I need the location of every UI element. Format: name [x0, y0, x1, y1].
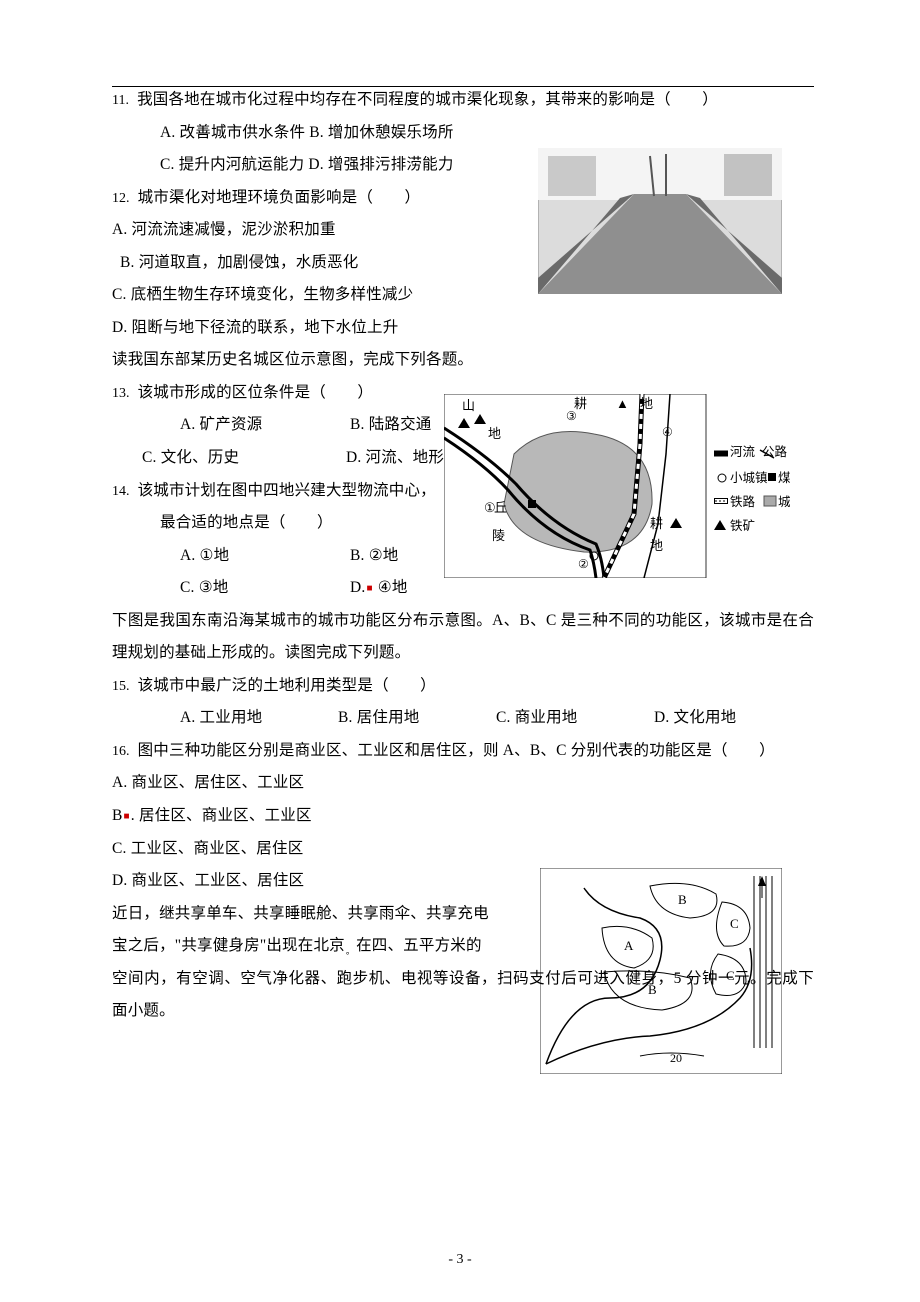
- q14-opt-a: A. ①地: [180, 540, 350, 573]
- q11-opts-ab: A. 改善城市供水条件 B. 增加休憩娱乐场所: [112, 117, 542, 150]
- q15-opts: A. 工业用地 B. 居住用地 C. 商业用地 D. 文化用地: [112, 702, 814, 735]
- intro17b-suffix: 在四、五平方米的: [356, 937, 482, 954]
- q13-stem-text: 该城市形成的区位条件是（ ）: [138, 384, 374, 401]
- q16-opt-d: D. 商业区、工业区、居住区: [112, 865, 814, 898]
- q16-stem-text: 图中三种功能区分别是商业区、工业区和居住区，则 A、B、C 分别代表的功能区是（…: [138, 742, 775, 759]
- q11-num: 11.: [112, 93, 129, 108]
- q11-stem: 11. 我国各地在城市化过程中均存在不同程度的城市渠化现象，其带来的影响是（ ）: [112, 84, 814, 117]
- q13-opt-a: A. 矿产资源: [180, 409, 350, 442]
- q12-opt-b: B. 河道取直，加剧侵蚀，水质恶化: [112, 247, 814, 280]
- q13-opt-c: C. 文化、历史: [142, 442, 346, 475]
- q14-stem: 14. 该城市计划在图中四地兴建大型物流中心，: [112, 475, 814, 508]
- dot-icon: ■: [366, 583, 372, 594]
- intro-17b: 宝之后，"共享健身房"出现在北京。在四、五平方米的: [112, 930, 544, 963]
- intro-17c: 空间内，有空调、空气净化器、跑步机、电视等设备，扫码支付后可进入健身，5 分钟一…: [112, 963, 814, 1028]
- q11-opt-b: B. 增加休憩娱乐场所: [309, 124, 453, 141]
- q14-opt-d: D.■ ④地: [350, 572, 408, 605]
- q13-opts-ab: A. 矿产资源 B. 陆路交通: [112, 409, 814, 442]
- intro-17a: 近日，继共享单车、共享睡眠舱、共享雨伞、共享充电: [112, 898, 544, 931]
- q11-opt-a: A. 改善城市供水条件: [160, 124, 305, 141]
- q14-stem2: 最合适的地点是（ ）: [112, 507, 814, 540]
- q11-opts-cd: C. 提升内河航运能力 D. 增强排污排涝能力: [112, 149, 542, 182]
- q16-opt-a: A. 商业区、居住区、工业区: [112, 767, 814, 800]
- q14-opt-b: B. ②地: [350, 540, 398, 573]
- q12-opt-a: A. 河流流速减慢，泥沙淤积加重: [112, 214, 814, 247]
- q16-opt-b: B■. 居住区、商业区、工业区: [112, 800, 814, 833]
- q14-opts-ab: A. ①地 B. ②地: [112, 540, 814, 573]
- q15-opt-a: A. 工业用地: [180, 702, 338, 735]
- intro-13: 读我国东部某历史名城区位示意图，完成下列各题。: [112, 344, 544, 377]
- q12-opt-d: D. 阻断与地下径流的联系，地下水位上升: [112, 312, 814, 345]
- q11-opt-d: D. 增强排污排涝能力: [308, 156, 453, 173]
- q13-opt-d: D. 河流、地形: [346, 442, 444, 475]
- q13-stem: 13. 该城市形成的区位条件是（ ）: [112, 377, 814, 410]
- q15-num: 15.: [112, 679, 130, 694]
- q14-opts-cd: C. ③地 D.■ ④地: [112, 572, 814, 605]
- q12-num: 12.: [112, 191, 130, 206]
- q15-stem: 15. 该城市中最广泛的土地利用类型是（ ）: [112, 670, 814, 703]
- q14-opt-c: C. ③地: [180, 572, 350, 605]
- q15-opt-b: B. 居住用地: [338, 702, 496, 735]
- q14-stem-text: 该城市计划在图中四地兴建大型物流中心，: [138, 482, 436, 499]
- page-number: - 3 -: [0, 1245, 920, 1274]
- q15-stem-text: 该城市中最广泛的土地利用类型是（ ）: [138, 677, 436, 694]
- q12-opt-c: C. 底栖生物生存环境变化，生物多样性减少: [112, 279, 814, 312]
- q16-b-prefix: B: [112, 807, 123, 824]
- q11-opt-c: C. 提升内河航运能力: [160, 156, 304, 173]
- q16-num: 16.: [112, 744, 130, 759]
- q13-opt-b: B. 陆路交通: [350, 409, 432, 442]
- q15-opt-c: C. 商业用地: [496, 702, 654, 735]
- q13-opts-cd: C. 文化、历史 D. 河流、地形: [112, 442, 814, 475]
- q11-stem-text: 我国各地在城市化过程中均存在不同程度的城市渠化现象，其带来的影响是（ ）: [137, 91, 718, 108]
- q12-stem: 12. 城市渠化对地理环境负面影响是（ ）: [112, 182, 814, 215]
- q16-opt-c: C. 工业区、商业区、居住区: [112, 833, 814, 866]
- q16-b-suffix: . 居住区、商业区、工业区: [131, 807, 312, 824]
- dot-icon: 。: [346, 946, 355, 956]
- q14-num: 14.: [112, 484, 130, 499]
- q16-stem: 16. 图中三种功能区分别是商业区、工业区和居住区，则 A、B、C 分别代表的功…: [112, 735, 814, 768]
- dot-icon: ■: [124, 811, 130, 822]
- q15-opt-d: D. 文化用地: [654, 702, 736, 735]
- intro17b-prefix: 宝之后，"共享健身房"出现在北京: [112, 937, 345, 954]
- q13-num: 13.: [112, 386, 130, 401]
- q12-stem-text: 城市渠化对地理环境负面影响是（ ）: [138, 189, 421, 206]
- intro-15: 下图是我国东南沿海某城市的城市功能区分布示意图。A、B、C 是三种不同的功能区，…: [112, 605, 814, 670]
